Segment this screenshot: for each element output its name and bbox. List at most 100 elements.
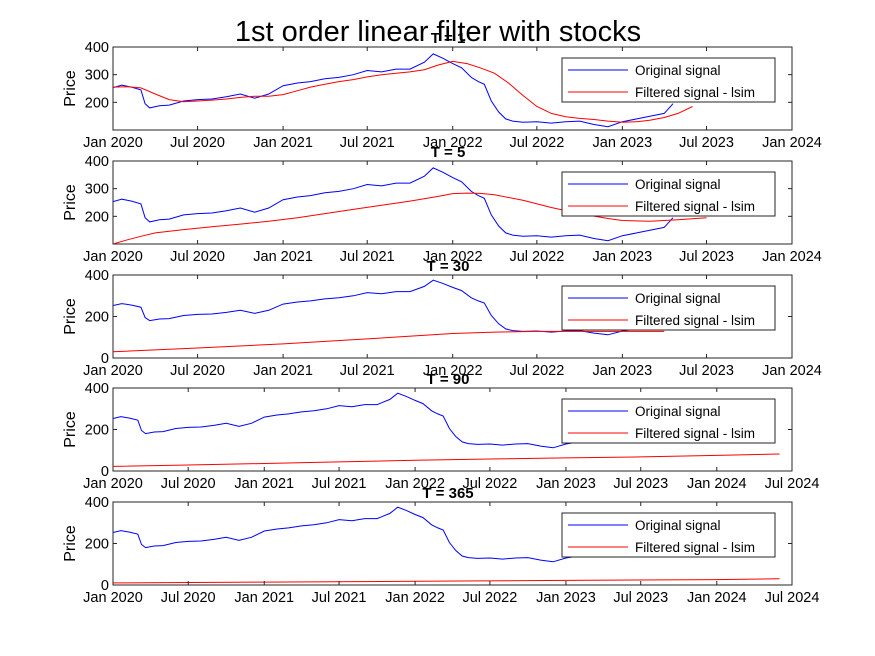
- subplot-title: T = 30: [427, 258, 470, 275]
- legend: Original signal Filtered signal - lsim: [561, 285, 776, 331]
- x-tick-label: Jul 2020: [161, 590, 216, 606]
- y-tick-label: 200: [85, 209, 109, 225]
- x-tick-label: Jan 2020: [83, 135, 143, 151]
- y-axis-label: Price: [62, 70, 79, 107]
- legend-entry: Original signal: [635, 404, 721, 419]
- subplot-title: T = 365: [422, 485, 473, 502]
- subplot-title: T = 1: [431, 30, 466, 47]
- subplot-title: T = 5: [431, 144, 466, 161]
- x-tick-label: Jan 2023: [593, 135, 653, 151]
- legend: Original signal Filtered signal - lsim: [561, 398, 776, 444]
- x-tick-label: Jan 2021: [253, 363, 313, 379]
- x-tick-label: Jan 2023: [536, 476, 596, 492]
- x-tick-label: Jul 2021: [340, 363, 395, 379]
- legend-entry: Filtered signal - lsim: [635, 85, 755, 100]
- y-tick-label: 400: [85, 40, 109, 56]
- x-tick-label: Jul 2024: [765, 476, 820, 492]
- x-tick-label: Jan 2020: [83, 363, 143, 379]
- legend-entry: Filtered signal - lsim: [635, 199, 755, 214]
- series-line-filtered-signal: [113, 453, 780, 467]
- y-tick-label: 200: [85, 423, 109, 439]
- y-tick-label: 200: [85, 310, 109, 326]
- legend-entry: Filtered signal - lsim: [635, 426, 755, 441]
- y-tick-label: 0: [101, 351, 109, 367]
- legend: Original signal Filtered signal - lsim: [561, 512, 776, 558]
- series-line-original-signal: [113, 167, 674, 242]
- subplots: Jan 2020 Jul 2020 Jan 2021 Jul 2021 Jan 2022…: [62, 30, 822, 606]
- x-tick-label: Jan 2023: [536, 590, 596, 606]
- subplot-2: Jan 2020 Jul 2020 Jan 2021 Jul 2021 Jan 2022…: [62, 144, 822, 265]
- x-tick-label: Jul 2022: [462, 590, 517, 606]
- y-axis-label: Price: [62, 525, 79, 562]
- x-tick-label: Jan 2020: [83, 476, 143, 492]
- x-tick-label: Jul 2020: [170, 249, 225, 265]
- x-tick-label: Jul 2024: [765, 590, 820, 606]
- x-tick-label: Jul 2023: [679, 363, 734, 379]
- subplot-1: Jan 2020 Jul 2020 Jan 2021 Jul 2021 Jan 2022…: [62, 30, 822, 151]
- x-tick-label: Jul 2021: [340, 135, 395, 151]
- legend-entry: Original signal: [635, 518, 721, 533]
- x-tick-label: Jul 2021: [312, 590, 367, 606]
- x-tick-label: Jan 2022: [385, 476, 445, 492]
- y-tick-label: 0: [101, 464, 109, 480]
- legend: Original signal Filtered signal - lsim: [561, 57, 776, 103]
- y-tick-label: 300: [85, 182, 109, 198]
- y-tick-label: 400: [85, 268, 109, 284]
- y-tick-label: 200: [85, 95, 109, 111]
- series-line-filtered-signal: [113, 60, 693, 123]
- series-line-original-signal: [113, 392, 612, 449]
- legend-entry: Filtered signal - lsim: [635, 540, 755, 555]
- y-tick-label: 400: [85, 381, 109, 397]
- legend-entry: Filtered signal - lsim: [635, 313, 755, 328]
- subplot-3: Jan 2020 Jul 2020 Jan 2021 Jul 2021 Jan 2022…: [62, 258, 822, 379]
- legend-box: [561, 285, 776, 331]
- series-line-original-signal: [113, 53, 674, 128]
- x-tick-label: Jan 2024: [762, 363, 822, 379]
- x-tick-label: Jan 2024: [762, 135, 822, 151]
- y-tick-label: 0: [101, 578, 109, 594]
- subplot-5: Jan 2020 Jul 2020 Jan 2021 Jul 2021 Jan 2022…: [62, 485, 819, 606]
- x-tick-label: Jan 2024: [762, 249, 822, 265]
- x-tick-label: Jul 2022: [462, 476, 517, 492]
- figure-title: 1st order linear filter with stocks: [235, 16, 641, 48]
- y-tick-label: 400: [85, 154, 109, 170]
- x-tick-label: Jul 2022: [509, 363, 564, 379]
- legend-entry: Original signal: [635, 291, 721, 306]
- x-tick-label: Jan 2023: [593, 363, 653, 379]
- subplot-title: T = 90: [427, 371, 470, 388]
- x-tick-label: Jul 2020: [170, 135, 225, 151]
- x-tick-label: Jan 2024: [687, 476, 747, 492]
- x-tick-label: Jan 2021: [234, 476, 294, 492]
- x-tick-label: Jul 2023: [613, 476, 668, 492]
- x-tick-label: Jan 2023: [593, 249, 653, 265]
- x-tick-label: Jan 2024: [687, 590, 747, 606]
- y-tick-label: 400: [85, 495, 109, 511]
- x-tick-label: Jan 2021: [253, 135, 313, 151]
- legend-box: [561, 171, 776, 217]
- y-tick-label: 300: [85, 68, 109, 84]
- legend: Original signal Filtered signal - lsim: [561, 171, 776, 217]
- series-line-filtered-signal: [113, 330, 665, 353]
- x-tick-label: Jan 2022: [423, 135, 483, 151]
- x-tick-label: Jan 2022: [423, 249, 483, 265]
- x-tick-label: Jul 2023: [613, 590, 668, 606]
- legend-box: [561, 512, 776, 558]
- series-line-filtered-signal: [113, 192, 707, 244]
- x-tick-label: Jan 2021: [234, 590, 294, 606]
- series-line-original-signal: [113, 506, 612, 563]
- x-tick-label: Jul 2022: [509, 135, 564, 151]
- x-tick-label: Jul 2020: [170, 363, 225, 379]
- x-tick-label: Jul 2021: [312, 476, 367, 492]
- x-tick-label: Jul 2021: [340, 249, 395, 265]
- legend-entry: Original signal: [635, 63, 721, 78]
- y-tick-label: 200: [85, 537, 109, 553]
- series-line-filtered-signal: [113, 578, 780, 584]
- y-axis-label: Price: [62, 184, 79, 221]
- legend-box: [561, 57, 776, 103]
- y-axis-label: Price: [62, 411, 79, 448]
- x-tick-label: Jul 2020: [161, 476, 216, 492]
- x-tick-label: Jan 2020: [83, 249, 143, 265]
- x-tick-label: Jan 2021: [253, 249, 313, 265]
- legend-entry: Original signal: [635, 177, 721, 192]
